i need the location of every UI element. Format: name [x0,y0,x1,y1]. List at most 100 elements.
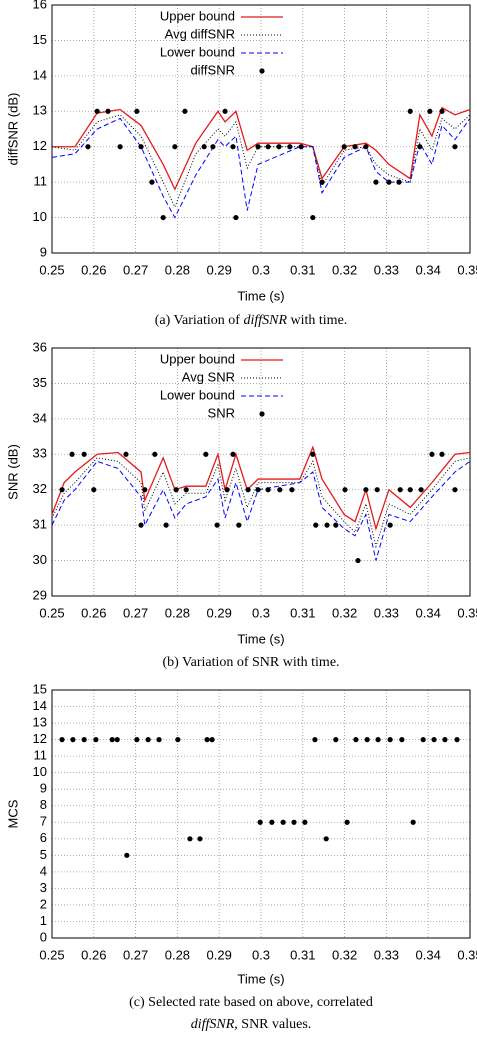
legend-label: Lower bound [160,387,235,402]
y-tick-label: 30 [33,552,47,567]
data-point [353,737,359,743]
data-point [429,451,435,457]
data-point [172,144,178,150]
data-point [312,737,318,743]
y-tick-label: 12 [33,138,47,153]
data-point [374,487,380,493]
y-tick-label: 36 [33,339,47,354]
data-point [117,144,123,150]
y-tick-label: 9 [40,781,47,796]
x-tick-label: 0.29 [207,605,232,620]
data-point [277,487,283,493]
data-point [452,144,458,150]
y-tick-label: 13 [33,715,47,730]
data-point [386,179,392,185]
data-point [209,737,215,743]
data-point [355,557,361,564]
y-tick-label: 11 [34,748,48,763]
x-tick-label: 0.27 [123,262,148,277]
x-tick-label: 0.32 [332,947,357,962]
legend-label: Upper bound [160,351,235,366]
series-line [52,106,471,191]
caption-part: , SNR values. [234,1017,311,1032]
y-tick-label: 14 [33,698,47,713]
data-point [236,522,242,528]
y-tick-label: 35 [33,375,47,390]
y-tick-label: 9 [40,244,47,259]
legend-swatch [259,411,265,417]
data-point [396,179,402,185]
data-point [145,737,151,743]
data-point [245,487,251,493]
y-tick-label: 10 [33,209,47,224]
data-point [341,144,347,150]
y-tick-label: 5 [40,847,47,862]
y-tick-label: 16 [33,0,47,11]
legend-label: Lower bound [160,44,235,59]
x-tick-label: 0.3 [252,262,270,277]
x-axis-label: Time (s) [237,631,284,646]
data-point [397,487,403,493]
y-tick-label: 32 [33,481,47,496]
x-tick-label: 0.31 [290,947,315,962]
data-point [323,836,329,842]
x-axis-label: Time (s) [237,971,284,986]
legend-label: Upper bound [160,8,235,23]
data-point [427,108,433,114]
y-tick-label: 15 [33,681,47,696]
data-point [201,144,207,150]
data-point [363,144,369,150]
x-tick-label: 0.31 [290,605,315,620]
x-tick-label: 0.32 [332,605,357,620]
data-point [255,144,261,150]
data-point [114,737,120,743]
data-point [375,737,381,743]
data-point [407,108,413,114]
data-point [70,737,76,743]
x-tick-label: 0.34 [416,947,441,962]
y-tick-label: 10 [33,764,47,779]
x-tick-label: 0.3 [252,605,270,620]
data-point [289,487,295,493]
y-tick-label: 33 [33,446,47,461]
data-point [233,214,239,221]
data-point [94,108,100,114]
y-axis-label: SNR (dB) [5,444,20,500]
data-point [214,522,220,528]
data-point [265,487,271,493]
data-point [187,836,193,842]
data-point [342,487,348,493]
data-point [134,737,140,743]
y-tick-label: 15 [33,32,47,47]
data-point [163,522,169,528]
data-point [452,487,458,493]
data-point [203,451,209,457]
data-point [257,819,263,825]
y-tick-label: 1 [40,913,47,928]
x-tick-label: 0.3 [252,947,270,962]
data-point [182,108,188,114]
data-point [439,108,445,114]
x-tick-label: 0.31 [290,262,315,277]
y-tick-label: 13 [33,103,47,118]
y-tick-label: 14 [33,67,47,82]
caption-part: (c) Selected rate based on above, correl… [129,995,373,1010]
data-point [160,214,166,221]
data-point [156,737,162,743]
x-tick-label: 0.35 [457,605,477,620]
data-point [91,487,97,493]
data-point [298,144,304,150]
caption: (b) Variation of SNR with time. [162,655,339,670]
plot-frame [51,4,471,254]
data-point [417,144,423,150]
y-tick-label: 2 [40,896,47,911]
data-point [173,487,179,493]
data-point [352,144,358,150]
data-point [387,522,393,528]
y-tick-label: 4 [40,863,47,878]
y-tick-label: 8 [40,797,47,812]
data-point [269,819,275,825]
data-point [69,451,75,457]
x-axis-label: Time (s) [237,288,284,303]
